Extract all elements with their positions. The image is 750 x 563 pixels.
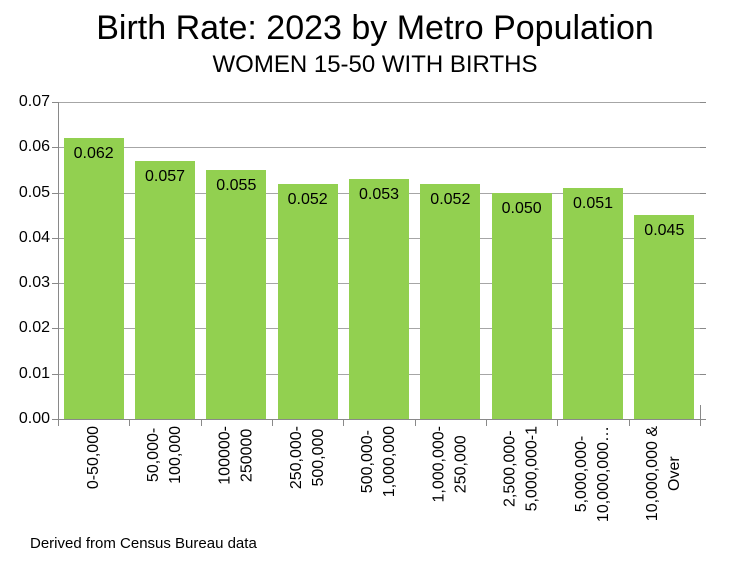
- x-axis-category-label: 50,000- 100,000: [145, 426, 184, 484]
- y-axis-tick-right: [700, 192, 706, 194]
- x-axis-tick: [628, 419, 630, 426]
- bar: [206, 169, 267, 419]
- y-axis-tick-label: 0.00: [18, 410, 50, 427]
- bar-value-label: 0.052: [430, 190, 471, 208]
- y-axis-tick: [52, 237, 58, 239]
- x-axis-category-label: 250,000- 500,000: [287, 426, 327, 490]
- y-axis-tick-right: [700, 328, 706, 330]
- x-axis-category-label: 1,000,000- 250,000: [430, 426, 470, 503]
- y-axis-tick: [52, 283, 58, 285]
- y-axis-tick-right: [700, 237, 706, 239]
- y-axis-tick-label: 0.05: [18, 183, 50, 201]
- bar-value-label: 0.053: [358, 185, 400, 203]
- bar: [349, 178, 409, 419]
- right-axis-stub: [700, 405, 701, 419]
- bar: [420, 183, 481, 419]
- bar-value-label: 0.055: [216, 176, 257, 194]
- x-axis-tick: [557, 419, 559, 426]
- bar: [491, 192, 552, 419]
- bar-value-label: 0.051: [572, 195, 614, 213]
- x-axis-tick: [343, 419, 345, 426]
- y-axis-tick: [52, 192, 58, 194]
- y-axis-tick-right: [700, 283, 706, 285]
- bar-value-label: 0.050: [501, 199, 542, 217]
- x-axis-category-label: 0-50,000: [84, 426, 102, 490]
- x-axis-category-label: 10,000,000 & Over: [644, 426, 684, 522]
- y-axis-tick-label: 0.07: [18, 93, 50, 110]
- bar: [277, 183, 338, 419]
- y-axis-tick-label: 0.03: [18, 274, 50, 292]
- x-axis-tick: [58, 419, 59, 426]
- y-axis-tick: [52, 147, 58, 149]
- bar: [563, 188, 623, 419]
- y-axis-tick: [52, 102, 58, 103]
- y-axis-tick-right: [700, 102, 706, 103]
- y-axis-tick-label: 0.01: [18, 364, 50, 382]
- bar: [634, 215, 695, 419]
- y-axis-tick-label: 0.06: [18, 138, 50, 156]
- bar: [63, 138, 124, 419]
- bar-value-label: 0.045: [644, 222, 685, 240]
- x-axis-tick: [272, 419, 273, 426]
- chart-subtitle: WOMEN 15-50 WITH BIRTHS: [212, 51, 538, 78]
- bar-value-label: 0.062: [73, 145, 114, 163]
- bar: [135, 160, 195, 419]
- x-axis-category-label: 100000- 250000: [216, 426, 256, 485]
- y-axis-tick: [52, 328, 58, 330]
- x-axis-tick: [414, 419, 416, 426]
- y-axis-tick-right: [700, 147, 706, 149]
- bar-value-label: 0.052: [287, 190, 328, 208]
- y-axis-line: [58, 102, 59, 420]
- x-axis-tick: [200, 419, 202, 426]
- y-gridline: [58, 102, 700, 103]
- y-axis-tick: [52, 373, 58, 375]
- x-axis-tick: [129, 419, 131, 426]
- bar-value-label: 0.057: [144, 167, 186, 185]
- x-axis-line: [58, 419, 701, 420]
- y-gridline: [58, 147, 700, 149]
- source-footnote: Derived from Census Bureau data: [30, 535, 257, 552]
- x-axis-category-label: 5,000,000- 10,000,000…: [573, 426, 612, 523]
- y-axis-tick-right: [700, 373, 706, 375]
- y-axis-tick-label: 0.04: [18, 228, 50, 246]
- chart-title: Birth Rate: 2023 by Metro Population: [96, 9, 654, 47]
- y-axis-tick: [52, 419, 58, 420]
- x-axis-tick: [486, 419, 487, 426]
- x-axis-category-label: 500,000- 1,000,000: [359, 426, 398, 498]
- x-axis-tick: [700, 419, 701, 426]
- x-axis-category-label: 2,500,000- 5,000,000-1: [501, 426, 541, 512]
- y-axis-tick-right: [700, 419, 706, 420]
- y-axis-tick-label: 0.02: [18, 319, 50, 337]
